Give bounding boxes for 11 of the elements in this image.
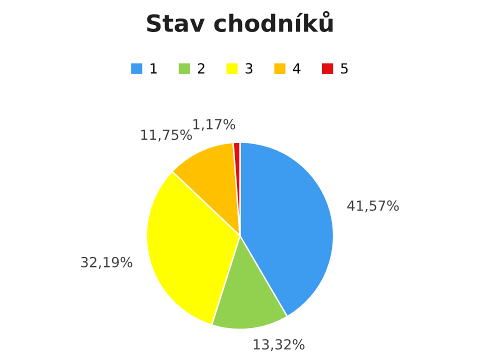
legend-label: 2 xyxy=(198,63,204,74)
data-label: 11,75% xyxy=(141,130,192,142)
legend-label: 5 xyxy=(341,63,348,74)
legend-label: 3 xyxy=(246,63,252,74)
legend-label: 1 xyxy=(150,63,157,74)
legend-label: 4 xyxy=(293,63,300,74)
data-label: 13,32% xyxy=(254,339,304,352)
data-label: 41,57% xyxy=(347,200,399,212)
data-label: 32,19% xyxy=(81,256,132,269)
data-label: 1,17% xyxy=(193,118,236,131)
chart-title: Stav chodníků xyxy=(147,10,333,32)
